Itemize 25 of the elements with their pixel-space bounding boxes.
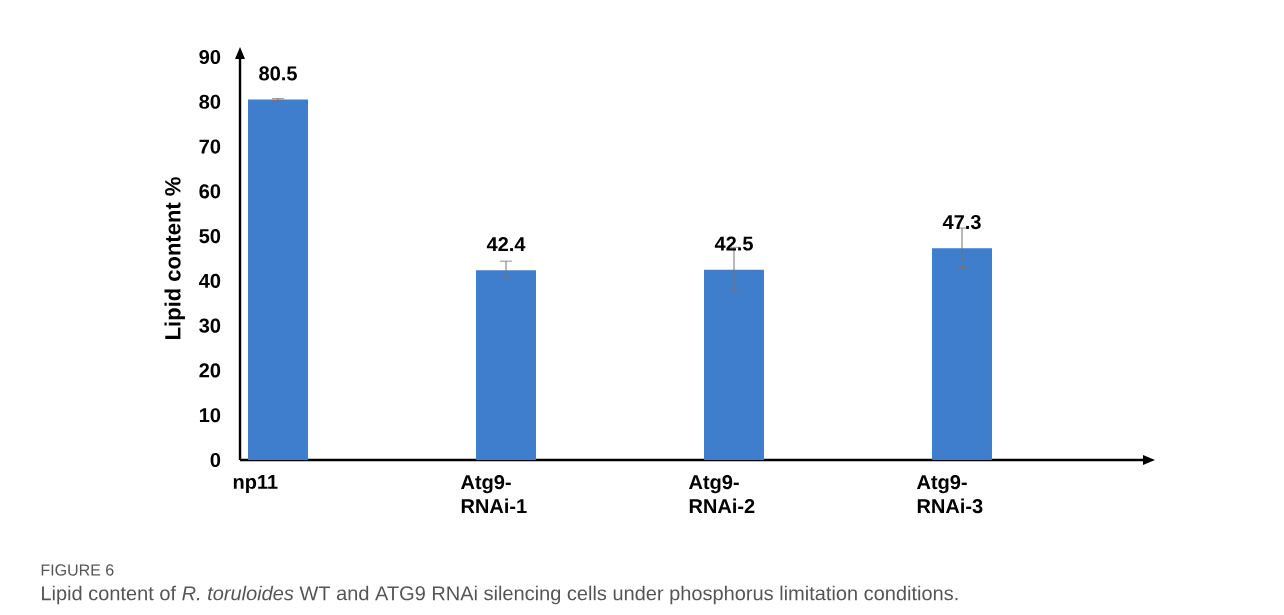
data-label: 42.5 — [714, 236, 753, 251]
data-label: 47.3 — [942, 214, 981, 230]
y-axis-title: Lipid content % — [164, 177, 185, 339]
bar — [704, 269, 765, 460]
caption: FIGURE 6 — [41, 564, 114, 576]
y-tick-label: 90 — [199, 49, 221, 65]
y-tick-label: 80 — [199, 94, 221, 109]
data-label: 42.4 — [486, 237, 526, 252]
y-tick-label: 0 — [210, 452, 221, 468]
x-tick-label: Atg9-RNAi-3 — [916, 475, 983, 514]
bar — [248, 99, 309, 460]
y-tick-label: 50 — [199, 229, 221, 244]
y-tick-label: 30 — [199, 318, 221, 333]
bar — [476, 270, 537, 460]
y-tick-label: 40 — [199, 273, 221, 288]
x-tick-label: Atg9-RNAi-2 — [688, 475, 755, 514]
data-label: 80.5 — [259, 66, 297, 81]
y-tick-label: 10 — [199, 408, 221, 423]
y-tick-label: 70 — [199, 139, 221, 154]
x-tick-label: Atg9-RNAi-1 — [460, 475, 527, 514]
text: Lipid content of R. toruloides WT and ATG9 RNAi silencing cells under phosphorus limitation conditions. — [42, 585, 958, 605]
y-tick-label: 20 — [199, 363, 221, 378]
bar — [932, 248, 992, 460]
x-tick-label: np11 — [233, 475, 278, 493]
y-tick-label: 60 — [199, 184, 221, 199]
